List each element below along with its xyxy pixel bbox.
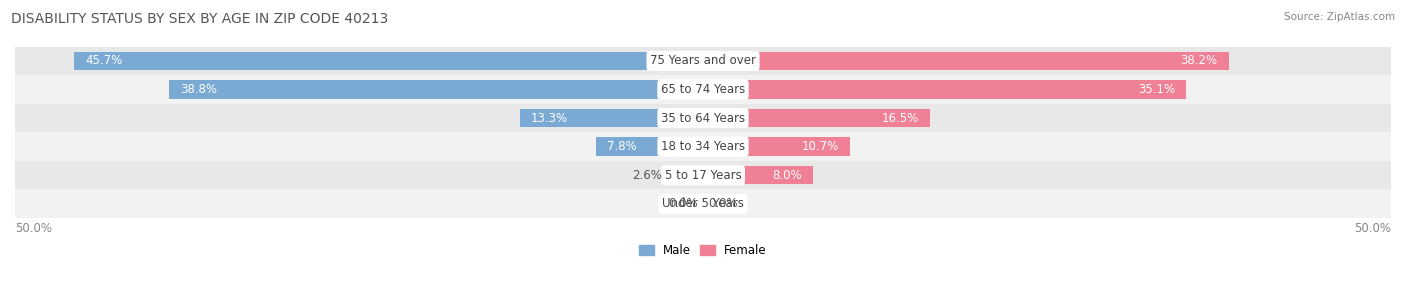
Bar <box>75 52 703 70</box>
Text: 38.2%: 38.2% <box>1181 54 1218 67</box>
Bar <box>520 109 703 127</box>
Legend: Male, Female: Male, Female <box>634 240 772 262</box>
Bar <box>703 109 929 127</box>
Text: 7.8%: 7.8% <box>606 140 637 153</box>
Bar <box>596 137 703 156</box>
Bar <box>15 189 1391 218</box>
Text: DISABILITY STATUS BY SEX BY AGE IN ZIP CODE 40213: DISABILITY STATUS BY SEX BY AGE IN ZIP C… <box>11 12 388 26</box>
Bar <box>668 166 703 185</box>
Text: 75 Years and over: 75 Years and over <box>650 54 756 67</box>
Bar <box>15 47 1391 75</box>
Bar <box>703 166 813 185</box>
Text: 18 to 34 Years: 18 to 34 Years <box>661 140 745 153</box>
Text: 8.0%: 8.0% <box>772 169 801 182</box>
Bar <box>703 52 1229 70</box>
Bar <box>15 161 1391 189</box>
Text: 0.0%: 0.0% <box>668 197 697 210</box>
Bar <box>703 80 1187 99</box>
Text: 38.8%: 38.8% <box>180 83 217 96</box>
Text: 10.7%: 10.7% <box>801 140 839 153</box>
Bar <box>703 137 851 156</box>
Text: 5 to 17 Years: 5 to 17 Years <box>665 169 741 182</box>
Text: 0.0%: 0.0% <box>709 197 738 210</box>
Text: 35.1%: 35.1% <box>1137 83 1175 96</box>
Bar <box>15 75 1391 104</box>
Text: 50.0%: 50.0% <box>1354 222 1391 235</box>
Text: Source: ZipAtlas.com: Source: ZipAtlas.com <box>1284 12 1395 22</box>
Bar <box>169 80 703 99</box>
Text: 13.3%: 13.3% <box>531 112 568 125</box>
Text: 16.5%: 16.5% <box>882 112 920 125</box>
Bar <box>15 132 1391 161</box>
Text: 35 to 64 Years: 35 to 64 Years <box>661 112 745 125</box>
Text: 50.0%: 50.0% <box>15 222 52 235</box>
Text: Under 5 Years: Under 5 Years <box>662 197 744 210</box>
Bar <box>15 104 1391 132</box>
Text: 45.7%: 45.7% <box>86 54 122 67</box>
Text: 2.6%: 2.6% <box>631 169 662 182</box>
Text: 65 to 74 Years: 65 to 74 Years <box>661 83 745 96</box>
